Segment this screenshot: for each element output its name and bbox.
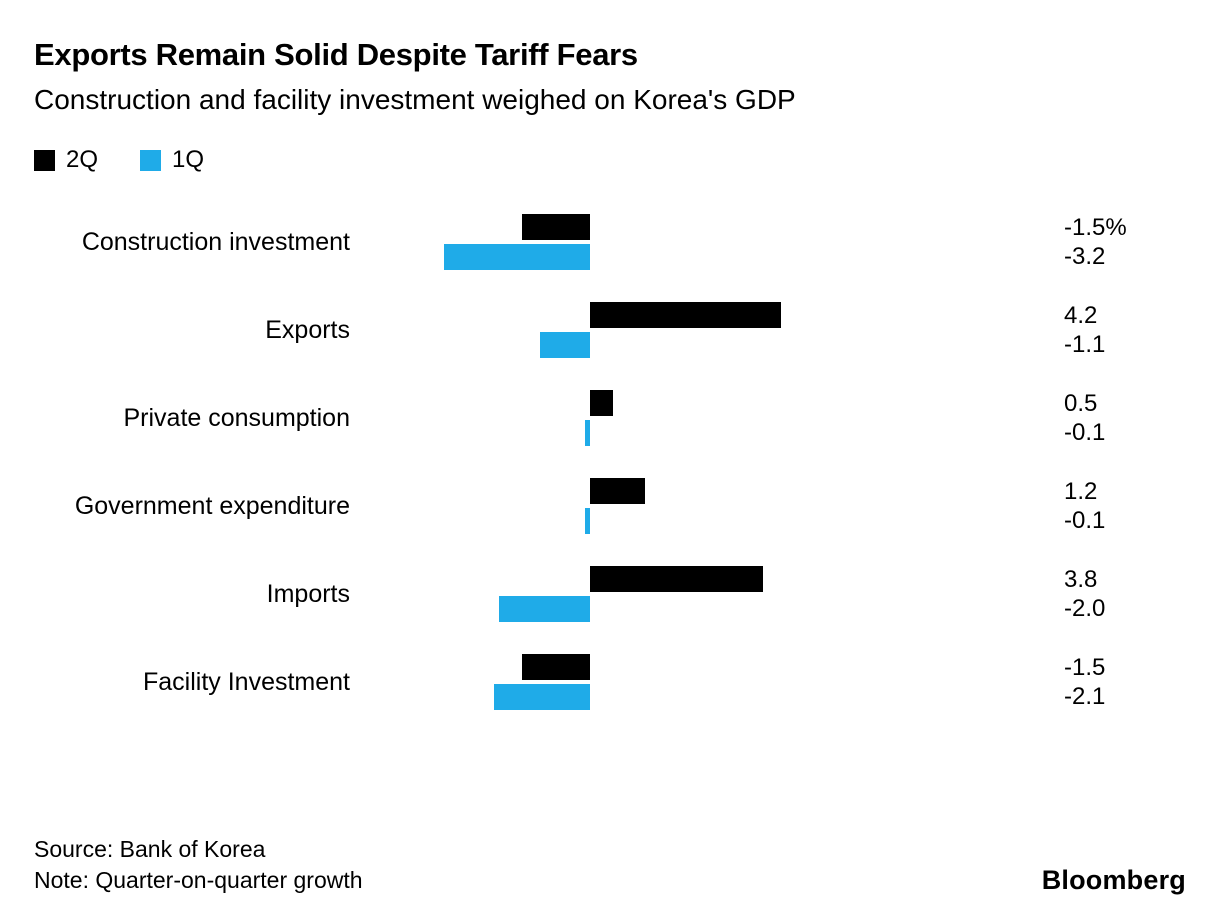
- bar-group: [350, 302, 1026, 358]
- bar-2q: [590, 390, 613, 416]
- legend-swatch-1q: [140, 149, 162, 171]
- page-subtitle: Construction and facility investment wei…: [34, 84, 796, 115]
- bar-1q: [499, 596, 590, 622]
- bar-2q: [521, 214, 590, 240]
- chart-row: Facility Investment -1.5 -2.1: [34, 638, 1196, 726]
- value-label: 1.2: [1064, 478, 1098, 505]
- legend-swatch-2q: [34, 149, 55, 171]
- source-note: Source: Bank of Korea Note: Quarter-on-q…: [34, 834, 363, 896]
- page-title: Exports Remain Solid Despite Tariff Fear…: [34, 37, 638, 72]
- category-label: Government expenditure: [74, 492, 350, 520]
- value-label: -1.1: [1064, 331, 1106, 358]
- category-label: Facility Investment: [142, 668, 350, 696]
- bar-2q: [521, 654, 590, 680]
- bar-group: [350, 478, 1026, 534]
- source-text: Source: Bank of Korea: [34, 836, 266, 862]
- value-labels: 1.2 -0.1: [1026, 477, 1196, 535]
- value-label: -1.5%: [1064, 214, 1127, 241]
- legend-label-1q: 1Q: [172, 146, 205, 173]
- value-label: 0.5: [1064, 390, 1098, 417]
- bar-group: [350, 566, 1026, 622]
- bar-2q: [590, 478, 645, 504]
- value-label: -3.2: [1064, 243, 1106, 270]
- bar-1q: [444, 244, 590, 270]
- value-labels: -1.5 -2.1: [1026, 653, 1196, 711]
- bar-group: [350, 214, 1026, 270]
- chart-row: Imports 3.8 -2.0: [34, 550, 1196, 638]
- chart-row: Construction investment -1.5% -3.2: [34, 198, 1196, 286]
- bar-2q: [590, 302, 782, 328]
- legend-label-2q: 2Q: [66, 146, 99, 173]
- chart-row: Government expenditure 1.2 -0.1: [34, 462, 1196, 550]
- legend: 2Q 1Q: [34, 146, 1196, 174]
- bar-1q: [585, 420, 590, 446]
- value-label: -2.1: [1064, 683, 1106, 710]
- category-label: Exports: [265, 316, 350, 344]
- bloomberg-logo: Bloomberg: [1041, 865, 1186, 895]
- legend-item-2q: 2Q: [34, 146, 98, 174]
- value-label: 4.2: [1064, 302, 1098, 329]
- value-labels: 0.5 -0.1: [1026, 389, 1196, 447]
- bar-1q: [494, 684, 590, 710]
- value-label: -0.1: [1064, 419, 1106, 446]
- value-label: -1.5: [1064, 654, 1106, 681]
- value-label: 3.8: [1064, 566, 1098, 593]
- value-labels: -1.5% -3.2: [1026, 213, 1196, 271]
- footer: Source: Bank of Korea Note: Quarter-on-q…: [34, 834, 1186, 896]
- category-label: Private consumption: [123, 404, 350, 432]
- value-labels: 4.2 -1.1: [1026, 301, 1196, 359]
- chart-row: Exports 4.2 -1.1: [34, 286, 1196, 374]
- bar-group: [350, 654, 1026, 710]
- legend-item-1q: 1Q: [140, 146, 204, 174]
- value-label: -0.1: [1064, 507, 1106, 534]
- bar-2q: [590, 566, 763, 592]
- value-label: -2.0: [1064, 595, 1106, 622]
- bar-group: [350, 390, 1026, 446]
- bar-1q: [539, 332, 590, 358]
- note-text: Note: Quarter-on-quarter growth: [34, 867, 363, 893]
- chart-row: Private consumption 0.5 -0.1: [34, 374, 1196, 462]
- chart-rows: Construction investment -1.5% -3.2 Exports 4…: [34, 198, 1196, 726]
- bar-1q: [585, 508, 590, 534]
- category-label: Imports: [266, 580, 350, 608]
- chart-page: Exports Remain Solid Despite Tariff Fear…: [34, 37, 1196, 726]
- value-labels: 3.8 -2.0: [1026, 565, 1196, 623]
- category-label: Construction investment: [81, 228, 350, 256]
- bar-chart: Construction investment -1.5% -3.2 Exports 4…: [34, 198, 1196, 726]
